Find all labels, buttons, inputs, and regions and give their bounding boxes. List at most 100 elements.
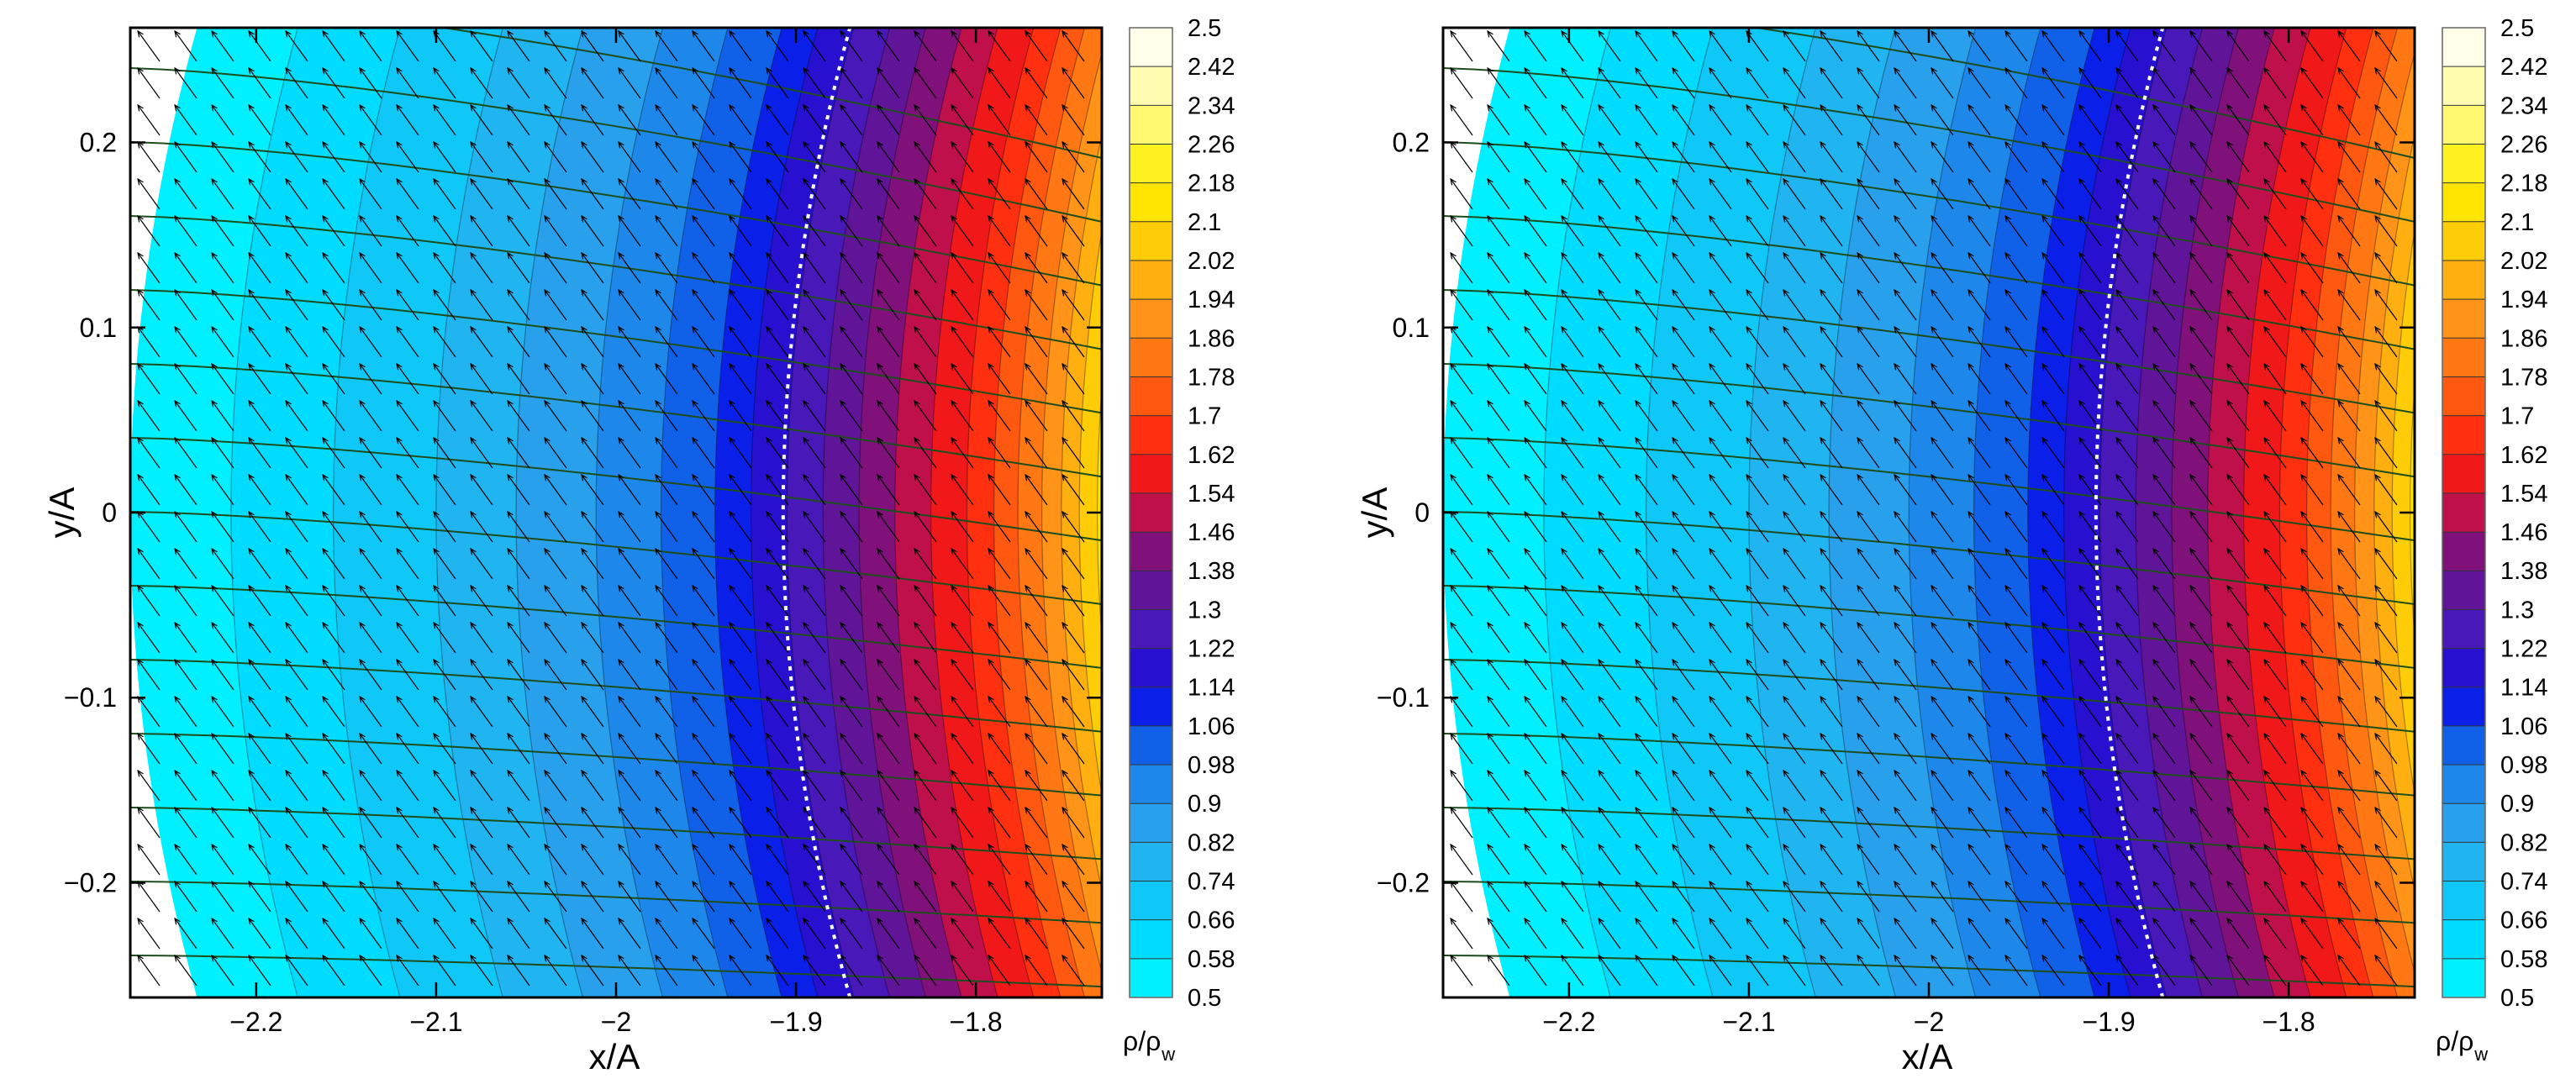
vector-arrow xyxy=(656,955,678,987)
vector-arrow xyxy=(766,623,789,654)
vector-arrow xyxy=(656,105,678,136)
vector-arrow xyxy=(914,771,937,802)
vector-arrow xyxy=(1599,623,1621,654)
vector-arrow xyxy=(619,68,641,99)
streamline xyxy=(1750,28,2415,159)
vector-arrow xyxy=(582,475,604,506)
vector-arrow xyxy=(1599,808,1621,839)
vector-arrow xyxy=(840,290,863,321)
vector-arrow xyxy=(249,438,271,469)
vector-arrow xyxy=(434,881,456,913)
vector-arrow xyxy=(545,771,567,802)
vector-arrow xyxy=(1673,105,1695,136)
vector-arrow xyxy=(1451,586,1473,617)
vector-arrow xyxy=(138,364,161,395)
vector-arrow xyxy=(1709,918,1732,950)
contour-line xyxy=(230,28,298,997)
colorbar-band xyxy=(1130,376,1172,416)
vector-arrow xyxy=(914,845,937,876)
vector-arrow xyxy=(323,475,345,506)
vector-arrow xyxy=(766,955,789,987)
vector-arrow xyxy=(1062,734,1085,765)
contour-line xyxy=(1078,228,1102,797)
colorbar-tick-label: 1.62 xyxy=(2500,442,2547,469)
vector-arrow xyxy=(471,364,493,395)
vector-arrow xyxy=(508,253,530,284)
vector-arrow xyxy=(1673,438,1695,469)
vector-arrow xyxy=(471,401,493,432)
vector-arrow xyxy=(951,660,974,691)
vector-arrow xyxy=(1451,253,1473,284)
colorbar-tick-label: 1.06 xyxy=(2500,713,2547,740)
vector-arrow xyxy=(286,623,308,654)
vector-arrow xyxy=(914,216,937,247)
vector-arrow xyxy=(1488,881,1510,913)
vector-arrow xyxy=(1783,216,1806,247)
vector-arrow xyxy=(1599,660,1621,691)
vector-arrow xyxy=(1783,179,1806,210)
vector-arrow xyxy=(323,512,345,543)
vector-arrow xyxy=(471,142,493,173)
vector-arrow xyxy=(175,253,198,284)
vector-arrow xyxy=(249,660,271,691)
vector-arrow xyxy=(212,549,234,580)
contour-line xyxy=(2207,28,2275,997)
colorbar-tick-label: 1.06 xyxy=(1188,713,1235,740)
vector-arrow xyxy=(988,881,1011,913)
colorbar-band xyxy=(2442,221,2485,260)
vector-arrow xyxy=(1746,845,1769,876)
vector-arrow xyxy=(582,734,604,765)
vector-arrow xyxy=(730,253,752,284)
vector-arrow xyxy=(1025,31,1048,62)
vector-arrow xyxy=(1599,881,1621,913)
vector-arrow xyxy=(656,142,678,173)
vector-arrow xyxy=(1636,142,1658,173)
vector-arrow xyxy=(1673,179,1695,210)
vector-arrow xyxy=(1488,105,1510,136)
vector-arrow xyxy=(693,438,715,469)
vector-arrow xyxy=(1488,771,1510,802)
vector-arrow xyxy=(693,586,715,617)
colorbar-tick-label: 2.26 xyxy=(2500,131,2547,158)
vector-arrow xyxy=(397,808,419,839)
vector-arrow xyxy=(1746,253,1769,284)
vector-arrow xyxy=(138,31,161,62)
vector-arrow xyxy=(914,253,937,284)
vector-arrow xyxy=(1488,808,1510,839)
vector-arrow xyxy=(286,918,308,950)
vector-arrow xyxy=(175,660,198,691)
vector-arrow xyxy=(766,697,789,728)
colorbar-band xyxy=(1130,338,1172,377)
vector-arrow xyxy=(582,142,604,173)
vector-arrow xyxy=(175,771,198,802)
vector-arrow xyxy=(471,290,493,321)
vector-arrow xyxy=(656,623,678,654)
vector-arrow xyxy=(1746,142,1769,173)
vector-arrow xyxy=(212,105,234,136)
y-tick-label: 0.2 xyxy=(80,128,117,158)
vector-arrow xyxy=(249,549,271,580)
colorbar-tick-label: 2.26 xyxy=(1188,131,1235,158)
vector-arrow xyxy=(840,881,863,913)
vector-arrow xyxy=(1636,401,1658,432)
vector-arrow xyxy=(803,327,826,358)
vector-arrow xyxy=(508,808,530,839)
contour-line xyxy=(858,28,926,997)
vector-arrow xyxy=(1673,808,1695,839)
vector-arrow xyxy=(1451,697,1473,728)
vector-arrow xyxy=(951,105,974,136)
vector-arrow xyxy=(1599,771,1621,802)
vector-arrow xyxy=(175,105,198,136)
vector-arrow xyxy=(1525,808,1547,839)
vector-arrow xyxy=(803,660,826,691)
colorbar-tick-label: 0.58 xyxy=(2500,946,2547,973)
streamline xyxy=(130,289,1102,414)
vector-arrow xyxy=(249,808,271,839)
vector-arrow xyxy=(508,734,530,765)
vector-arrow xyxy=(397,845,419,876)
vector-arrow xyxy=(619,216,641,247)
vector-arrow xyxy=(877,697,900,728)
vector-arrow xyxy=(1062,955,1085,987)
vector-arrow xyxy=(1562,623,1584,654)
vector-arrow xyxy=(1025,216,1048,247)
